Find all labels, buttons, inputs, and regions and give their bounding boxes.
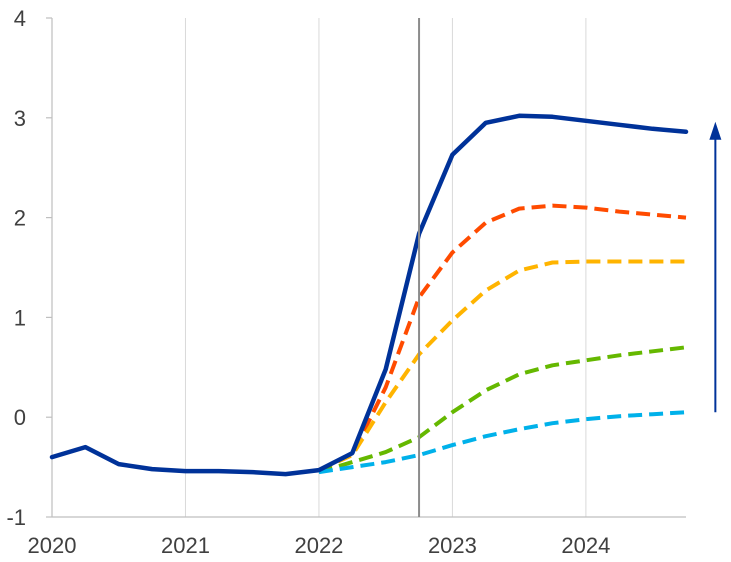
annotation-layer — [418, 18, 722, 517]
y-tick-label-4: 4 — [14, 6, 26, 31]
x-tick-label-2020: 2020 — [28, 533, 77, 558]
y-tick-label-2: 2 — [14, 206, 26, 231]
y-tick-label-0: 0 — [14, 405, 26, 430]
y-tick-label-3: 3 — [14, 106, 26, 131]
y-tick-label-1: 1 — [14, 305, 26, 330]
x-tick-label-2021: 2021 — [161, 533, 210, 558]
grid-layer — [51, 18, 587, 517]
series-line-1 — [49, 113, 689, 477]
series-layer — [49, 113, 689, 477]
label-layer: 2020 2021 2022 2023 2024 -1 0 1 2 3 4 — [6, 6, 610, 558]
x-tick-label-2022: 2022 — [294, 533, 343, 558]
series-line-3 — [318, 259, 686, 472]
arrow-head — [709, 121, 722, 140]
axis-layer — [46, 17, 686, 518]
series-line-4 — [318, 345, 687, 475]
y-tick-label-neg1: -1 — [6, 505, 26, 530]
series-line-2 — [318, 203, 687, 472]
x-tick-label-2024: 2024 — [561, 533, 610, 558]
x-tick-label-2023: 2023 — [428, 533, 477, 558]
